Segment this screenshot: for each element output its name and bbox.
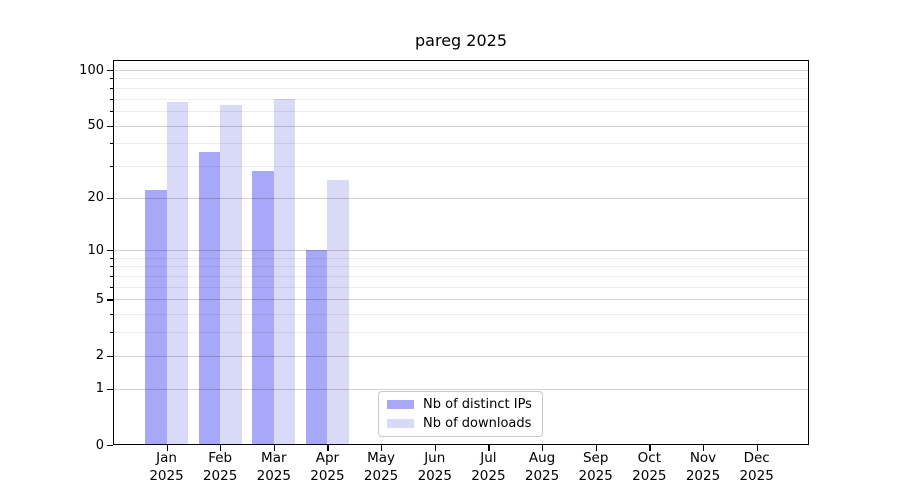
y-axis-tick-20 bbox=[107, 197, 113, 199]
y-axis-minor-tick-7 bbox=[109, 276, 113, 278]
x-axis-tick-label-jun: Jun 2025 bbox=[417, 450, 452, 484]
minor-gridline-y90 bbox=[113, 78, 809, 80]
x-axis-tick-label-mar: Mar 2025 bbox=[256, 450, 291, 484]
major-gridline-y1 bbox=[113, 388, 809, 390]
major-gridline-y50 bbox=[113, 125, 809, 127]
x-axis-tick-oct bbox=[649, 445, 651, 451]
y-axis-tick-label-50: 50 bbox=[87, 118, 104, 134]
x-axis-tick-jan bbox=[166, 445, 168, 451]
bar-distinct-ips-jan bbox=[145, 190, 167, 445]
legend-label-downloads: Nb of downloads bbox=[423, 416, 532, 432]
minor-gridline-y60 bbox=[113, 110, 809, 112]
minor-gridline-y30 bbox=[113, 165, 809, 167]
x-axis-tick-nov bbox=[703, 445, 705, 451]
x-axis-tick-jun bbox=[434, 445, 436, 451]
bars-layer bbox=[113, 60, 809, 445]
minor-gridline-y4 bbox=[113, 314, 809, 316]
y-axis-minor-tick-6 bbox=[109, 286, 113, 288]
y-axis-minor-tick-30 bbox=[109, 165, 113, 167]
bar-distinct-ips-feb bbox=[198, 151, 221, 445]
y-axis-tick-label-0: 0 bbox=[95, 437, 104, 453]
bar-downloads-jan bbox=[166, 102, 188, 445]
bar-downloads-feb bbox=[220, 104, 242, 445]
minor-gridline-y7 bbox=[113, 276, 809, 278]
y-axis-minor-tick-8 bbox=[109, 266, 113, 268]
major-gridline-y10 bbox=[113, 250, 809, 252]
y-axis-tick-50 bbox=[107, 125, 113, 127]
x-axis-tick-feb bbox=[220, 445, 222, 451]
y-axis-minor-tick-80 bbox=[109, 87, 113, 89]
x-axis-tick-label-jul: Jul 2025 bbox=[471, 450, 506, 484]
legend: Nb of distinct IPs Nb of downloads bbox=[378, 391, 543, 437]
y-axis-tick-1 bbox=[107, 388, 113, 390]
bar-downloads-mar bbox=[273, 98, 296, 445]
x-axis-tick-label-aug: Aug 2025 bbox=[524, 450, 560, 484]
y-axis-minor-tick-70 bbox=[109, 98, 113, 100]
x-axis-tick-label-jan: Jan 2025 bbox=[149, 450, 184, 484]
y-axis-minor-tick-4 bbox=[109, 314, 113, 316]
y-axis-minor-tick-40 bbox=[109, 143, 113, 145]
y-axis-tick-label-10: 10 bbox=[87, 242, 104, 258]
y-axis-tick-label-100: 100 bbox=[79, 62, 104, 78]
y-axis-minor-tick-90 bbox=[109, 78, 113, 80]
minor-gridline-y3 bbox=[113, 332, 809, 334]
y-axis-minor-tick-60 bbox=[109, 110, 113, 112]
bar-distinct-ips-mar bbox=[252, 171, 274, 445]
x-axis-tick-jul bbox=[488, 445, 490, 451]
bar-downloads-apr bbox=[327, 180, 349, 445]
legend-swatch-downloads-icon bbox=[387, 419, 414, 429]
x-axis-tick-mar bbox=[273, 445, 275, 451]
major-gridline-y100 bbox=[113, 70, 809, 71]
y-axis-tick-2 bbox=[107, 355, 113, 357]
y-axis-tick-label-20: 20 bbox=[87, 190, 104, 206]
major-gridline-y5 bbox=[113, 299, 809, 301]
y-axis-tick-label-2: 2 bbox=[95, 348, 104, 364]
bar-distinct-ips-apr bbox=[305, 250, 328, 445]
minor-gridline-y6 bbox=[113, 286, 809, 288]
legend-item-distinct-ips: Nb of distinct IPs bbox=[387, 397, 542, 412]
y-axis-minor-tick-3 bbox=[109, 332, 113, 334]
major-gridline-y20 bbox=[113, 197, 809, 199]
minor-gridline-y80 bbox=[113, 87, 809, 89]
y-axis-tick-label-5: 5 bbox=[95, 291, 104, 307]
gridlines-layer bbox=[113, 60, 809, 445]
plot-area bbox=[113, 60, 809, 445]
y-axis-tick-10 bbox=[107, 250, 113, 252]
y-axis-tick-100 bbox=[107, 70, 113, 72]
minor-gridline-y70 bbox=[113, 98, 809, 100]
legend-label-distinct-ips: Nb of distinct IPs bbox=[423, 396, 532, 412]
x-axis-tick-may bbox=[381, 445, 383, 451]
y-axis-minor-tick-9 bbox=[109, 257, 113, 259]
x-axis-tick-label-oct: Oct 2025 bbox=[632, 450, 667, 484]
x-axis-tick-label-apr: Apr 2025 bbox=[310, 450, 345, 484]
y-axis-tick-0 bbox=[107, 445, 113, 447]
legend-swatch-distinct-ips-icon bbox=[387, 399, 414, 409]
x-axis-tick-label-sep: Sep 2025 bbox=[578, 450, 613, 484]
x-axis-tick-apr bbox=[327, 445, 329, 451]
chart-title: pareg 2025 bbox=[415, 31, 507, 50]
y-axis-tick-5 bbox=[107, 299, 113, 301]
major-gridline-y2 bbox=[113, 355, 809, 357]
y-axis-tick-label-1: 1 bbox=[95, 381, 104, 397]
minor-gridline-y9 bbox=[113, 257, 809, 259]
minor-gridline-y40 bbox=[113, 143, 809, 145]
x-axis-tick-aug bbox=[542, 445, 544, 451]
x-axis-tick-label-may: May 2025 bbox=[363, 450, 399, 484]
x-axis-tick-dec bbox=[756, 445, 758, 451]
x-axis-tick-label-feb: Feb 2025 bbox=[202, 450, 238, 484]
x-axis-tick-sep bbox=[595, 445, 597, 451]
x-axis-tick-label-dec: Dec 2025 bbox=[739, 450, 774, 484]
minor-gridline-y8 bbox=[113, 266, 809, 268]
x-axis-tick-label-nov: Nov 2025 bbox=[685, 450, 721, 484]
legend-item-downloads: Nb of downloads bbox=[387, 416, 542, 431]
